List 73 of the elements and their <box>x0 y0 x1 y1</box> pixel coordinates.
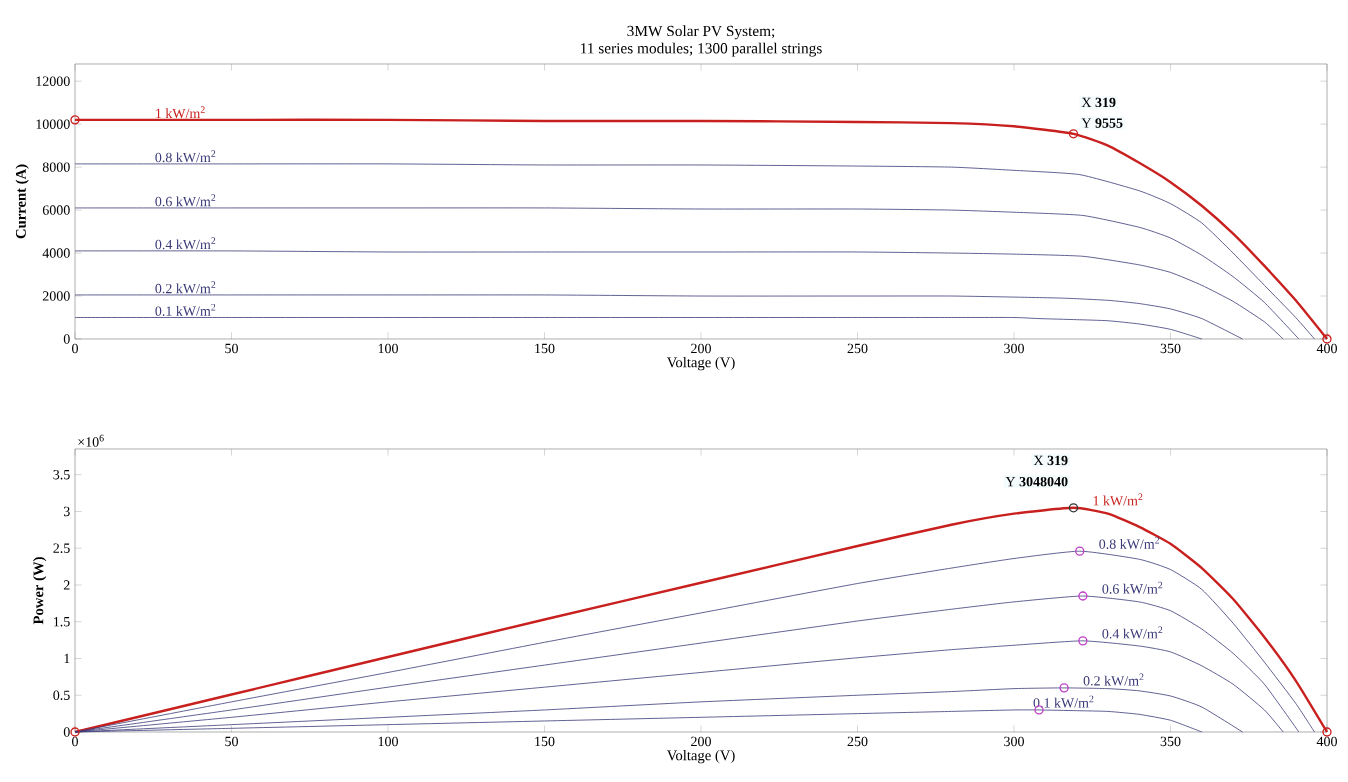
x-tick-label: 0 <box>72 736 78 747</box>
point <box>1078 636 1088 646</box>
series-label: 0.4 kW/m$^{2}$ <box>155 237 216 250</box>
x-tick-label: 100 <box>378 343 398 354</box>
text: ×10$^{6}$ <box>78 434 104 447</box>
x-tick-label: 400 <box>1316 343 1337 354</box>
y-tick-label: 6000 <box>42 205 70 215</box>
y-tick-label: 1.5 <box>54 617 70 627</box>
series-label: 0.1 kW/m$^{2}$ <box>155 303 216 316</box>
chart-subtitle: 11 series modules; 1300 parallel strings <box>581 42 822 57</box>
line-series <box>74 317 1203 340</box>
series-label: 0.2 kW/m$^{2}$ <box>1083 673 1144 686</box>
x-tick-label: 50 <box>225 343 238 354</box>
x-tick-label: 400 <box>1316 736 1337 747</box>
point <box>1068 129 1079 139</box>
series-label: 1 kW/m$^{2}$ <box>1093 493 1143 506</box>
annotation: Y 9555 <box>1081 118 1123 128</box>
y-tick-label: 1 <box>64 653 70 664</box>
y-tick-label: 0 <box>63 334 70 344</box>
y-axis-title: Current (A) <box>15 164 29 239</box>
x-tick-label: 300 <box>1004 343 1024 354</box>
y-tick-label: 0 <box>63 727 70 737</box>
x-tick-label: 150 <box>535 343 555 354</box>
series-label: 0.4 kW/m$^{2}$ <box>1102 626 1163 639</box>
series-label: 0.2 kW/m$^{2}$ <box>155 281 216 294</box>
line-series <box>74 163 1315 340</box>
point <box>1078 591 1088 601</box>
y-tick-label: 0.5 <box>53 690 70 700</box>
point <box>1322 727 1332 737</box>
x-tick-label: 200 <box>691 343 711 354</box>
y-tick-label: 10000 <box>36 119 70 129</box>
y-tick-label: 12000 <box>36 76 70 86</box>
point <box>70 727 80 737</box>
point <box>1068 503 1079 513</box>
x-tick-label: 250 <box>847 343 868 354</box>
line-series <box>74 207 1300 340</box>
y-axis-title: Power (W) <box>33 557 47 625</box>
line-series <box>74 294 1243 340</box>
x-tick-label: 100 <box>378 736 398 747</box>
x-tick-label: 150 <box>535 736 555 747</box>
line-series <box>73 118 1329 341</box>
line-series <box>73 506 1329 734</box>
y-tick-label: 2.5 <box>53 543 70 553</box>
x-tick-label: 350 <box>1160 343 1181 354</box>
point <box>70 115 80 125</box>
y-tick-label: 4000 <box>42 248 70 258</box>
series-label: 0.6 kW/m$^{2}$ <box>155 194 216 207</box>
series-label: 0.1 kW/m$^{2}$ <box>1033 695 1094 708</box>
annotation: Y 3048040 <box>1005 476 1068 487</box>
x-tick-label: 350 <box>1160 736 1181 747</box>
line-series <box>74 250 1284 340</box>
x-tick-label: 250 <box>847 736 868 747</box>
x-axis-title: Voltage (V) <box>666 356 735 371</box>
x-axis-title: Voltage (V) <box>666 749 735 764</box>
y-tick-label: 3 <box>63 506 70 517</box>
x-tick-label: 200 <box>691 736 711 747</box>
y-tick-label: 3.5 <box>53 469 70 480</box>
y-tick-label: 2 <box>63 580 70 590</box>
series-label: 1 kW/m$^{2}$ <box>156 106 205 119</box>
annotation: X 319 <box>1033 455 1068 466</box>
series-label: 0.6 kW/m$^{2}$ <box>1102 581 1163 594</box>
point <box>1075 546 1085 556</box>
annotation: X 319 <box>1081 97 1116 108</box>
x-tick-label: 300 <box>1004 736 1024 747</box>
chart-title: 3MW Solar PV System; <box>627 25 775 40</box>
point <box>1059 683 1069 693</box>
point <box>1322 334 1332 344</box>
x-tick-label: 50 <box>225 736 238 747</box>
y-tick-label: 2000 <box>42 291 70 301</box>
x-tick-label: 0 <box>72 343 78 354</box>
series-label: 0.8 kW/m$^{2}$ <box>155 150 216 163</box>
series-label: 0.8 kW/m$^{2}$ <box>1099 536 1160 549</box>
y-tick-label: 8000 <box>42 162 70 172</box>
